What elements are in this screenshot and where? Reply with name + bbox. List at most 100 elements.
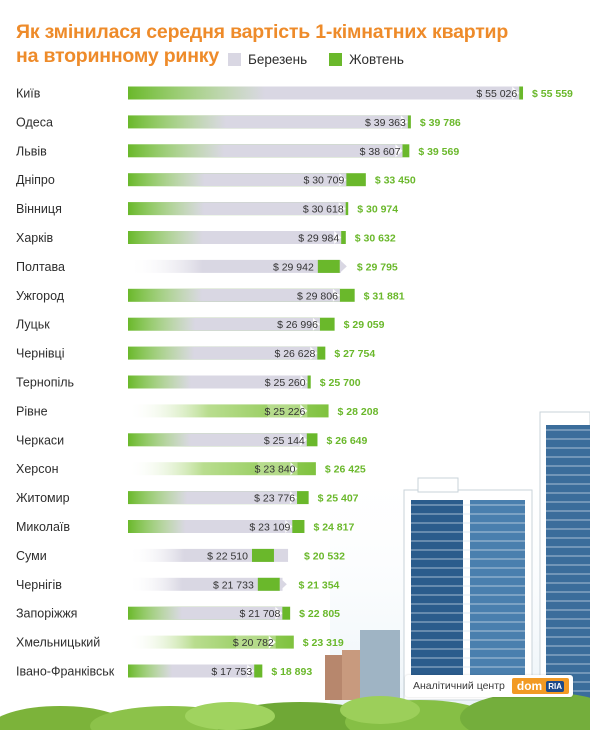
category-label: Івано-Франківськ [16,665,115,679]
value-label-march: $ 26 996 [277,319,318,331]
bar-march [128,288,340,302]
value-label-october: $ 31 881 [364,290,405,302]
title-line-2: на вторинному ринку [16,45,219,67]
growth-arrow [290,462,298,476]
category-label: Одеса [16,115,53,129]
legend-label-march: Березень [248,51,308,67]
decline-arrow [339,259,347,273]
category-label: Миколаїв [16,520,70,534]
value-label-march: $ 30 618 [303,204,344,216]
value-label-october: $ 23 319 [303,637,344,649]
bar-march [128,259,341,273]
value-label-march: $ 21 733 [213,579,254,591]
value-label-march: $ 26 628 [274,348,315,360]
value-label-october: $ 26 649 [326,435,367,447]
growth-arrow [310,346,318,360]
growth-arrow [300,404,308,418]
growth-arrow [339,173,347,187]
value-label-march: $ 29 942 [273,261,314,273]
growth-arrow [299,433,307,447]
bar-march [128,433,307,447]
legend-swatch-october [329,52,343,66]
value-label-october: $ 26 425 [325,464,366,476]
category-label: Дніпро [16,173,55,187]
bar-march [128,375,308,389]
growth-arrow [395,144,403,158]
bar-march [267,404,308,418]
logo-brand: dom [516,679,543,693]
value-label-october: $ 27 754 [334,348,375,360]
legend-item-october: Жовтень [329,52,404,67]
bar-october [317,259,340,273]
value-label-october: $ 29 795 [357,261,398,273]
growth-arrow [268,635,276,649]
value-label-october: $ 28 208 [338,406,379,418]
value-label-march: $ 29 984 [298,233,339,245]
category-label: Луцьк [16,318,50,332]
value-label-october: $ 20 532 [304,550,345,562]
decline-arrow [279,577,287,591]
category-labels: Київ Одеса Львів Дніпро Вінниця Харків Полтава… [16,87,115,679]
bar-march [128,606,283,620]
value-label-march: $ 23 109 [249,522,290,534]
bar-october [257,577,280,591]
category-label: Запоріжжя [16,607,77,621]
source-badge: Аналітичний центр dom RIA [405,675,573,697]
dom-ria-logo: dom RIA [511,678,569,694]
legend-item-march: Березень [228,52,307,67]
category-label: Київ [16,87,41,101]
bar-march [128,231,342,244]
chart-title: Як змінилася середня вартість 1-кімнатни… [16,20,508,68]
growth-arrow [275,606,283,620]
category-label: Чернівці [16,347,65,361]
value-label-october: $ 29 059 [344,319,385,331]
category-label: Хмельницький [16,636,100,650]
bar-march [257,462,298,476]
title-line-1: Як змінилася середня вартість 1-кімнатни… [16,21,509,43]
logo-brand-sub: RIA [546,680,564,692]
legend: Березень Жовтень [228,50,426,68]
value-label-october: $ 18 893 [271,666,312,678]
growth-arrow [312,317,320,331]
category-label: Харків [16,231,53,245]
value-label-march: $ 20 782 [233,637,274,649]
bar-march [128,115,408,129]
category-label: Полтава [16,260,65,274]
growth-arrow [290,491,298,505]
value-label-march: $ 38 607 [360,146,401,158]
growth-arrow [512,86,520,100]
value-label-march: $ 30 709 [303,175,344,187]
bar-march [235,635,276,649]
source-caption: Аналітичний центр [413,680,505,692]
value-label-october: $ 39 569 [418,146,459,158]
growth-arrow [247,664,255,678]
bars [128,86,524,678]
category-label: Ужгород [16,289,65,303]
value-label-march: $ 55 026 [476,88,517,100]
value-label-october: $ 39 786 [420,117,461,129]
category-label: Суми [16,549,47,563]
legend-swatch-march [228,52,241,66]
category-label: Львів [16,144,47,158]
decline-arrow [273,548,281,562]
category-label: Чернігів [16,578,62,592]
bar-march [128,491,298,505]
bar-march [128,173,347,187]
value-label-march: $ 25 144 [264,435,305,447]
value-label-october: $ 33 450 [375,175,416,187]
value-label-october: $ 24 817 [313,522,354,534]
bar-march [128,577,283,591]
value-label-march: $ 25 260 [265,377,306,389]
category-label: Херсон [16,462,59,476]
value-label-march: $ 22 510 [207,550,248,562]
category-label: Вінниця [16,202,62,216]
bar-march [128,202,346,216]
growth-arrow [285,520,293,533]
value-labels: $ 55 026 $ 55 559 $ 39 363 $ 39 786 $ 38 607… [207,88,573,678]
bar-march [128,86,520,100]
category-label: Черкаси [16,433,64,447]
bar-march [128,346,318,360]
value-label-october: $ 25 700 [320,377,361,389]
growth-arrow [332,288,340,302]
